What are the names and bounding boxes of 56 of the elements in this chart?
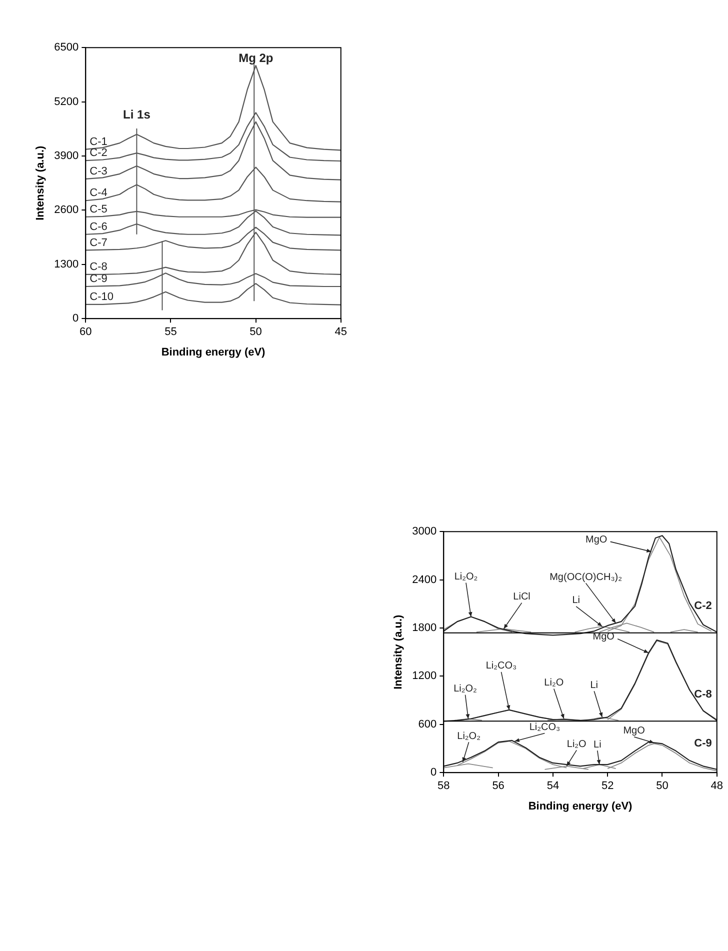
- annotation: MgO: [623, 726, 646, 737]
- annotation: Li: [590, 680, 598, 691]
- y-tick-label: 6500: [54, 42, 79, 54]
- x-tick-label: 56: [492, 780, 504, 792]
- annotation: MgO: [592, 632, 615, 643]
- series-label: C-2: [90, 147, 108, 160]
- series-label: C-8: [90, 260, 108, 273]
- x-tick-label: 58: [438, 780, 450, 792]
- x-tick-label: 60: [80, 326, 92, 338]
- y-tick-label: 5200: [54, 96, 79, 108]
- y-tick-label: 600: [418, 718, 437, 730]
- annotation: Mg 2p: [238, 50, 274, 65]
- y-tick-label: 1200: [412, 670, 437, 682]
- series-label: C-6: [90, 220, 108, 233]
- annotation: Li₂O: [544, 678, 564, 689]
- series-label: C-1: [90, 136, 108, 148]
- series-label: C-9: [694, 737, 712, 750]
- annotation: Li₂O₂: [454, 684, 478, 695]
- annotation: Li₂CO₃: [529, 722, 560, 734]
- series-label: C-2: [694, 600, 712, 612]
- x-tick-label: 48: [710, 780, 724, 792]
- x-axis-title: Binding energy (eV): [161, 346, 266, 358]
- y-tick-label: 0: [72, 312, 79, 325]
- x-tick-label: 54: [546, 780, 560, 792]
- y-axis-title: Intensity (a.u.): [34, 145, 47, 220]
- annotation: MgO: [585, 534, 608, 546]
- x-axis-title: Binding energy (eV): [528, 800, 633, 812]
- x-tick-label: 52: [601, 780, 614, 792]
- y-tick-label: 1800: [412, 622, 437, 634]
- annotation: Li₂CO₃: [486, 660, 517, 672]
- series-label: C-5: [90, 203, 108, 216]
- y-tick-label: 3900: [54, 150, 79, 162]
- annotation: Li: [594, 739, 602, 750]
- y-tick-label: 2600: [54, 204, 79, 216]
- series-label: C-3: [90, 165, 108, 178]
- series-label: C-8: [694, 688, 712, 700]
- annotation: Li₂O₂: [457, 730, 481, 742]
- y-tick-label: 0: [430, 766, 437, 779]
- x-tick-label: 45: [334, 326, 348, 338]
- series-label: C-10: [90, 290, 114, 303]
- x-tick-label: 55: [164, 326, 177, 338]
- x-tick-label: 50: [656, 780, 668, 792]
- series-label: C-7: [90, 236, 108, 249]
- annotation: LiCl: [513, 592, 530, 603]
- annotation: Mg(OC(O)CH₃)₂: [550, 572, 622, 583]
- y-tick-label: 2400: [412, 574, 437, 586]
- y-tick-label: 3000: [412, 526, 437, 538]
- annotation: Li₂O₂: [454, 572, 478, 583]
- series-label: C-9: [90, 273, 108, 286]
- y-tick-label: 1300: [54, 258, 79, 270]
- annotation: Li₂O: [566, 738, 587, 750]
- series-label: C-4: [90, 187, 108, 200]
- y-axis-title: Intensity (a.u.): [392, 614, 405, 690]
- x-tick-label: 50: [250, 326, 262, 338]
- annotation: Li 1s: [123, 108, 151, 122]
- annotation: Li: [572, 595, 580, 606]
